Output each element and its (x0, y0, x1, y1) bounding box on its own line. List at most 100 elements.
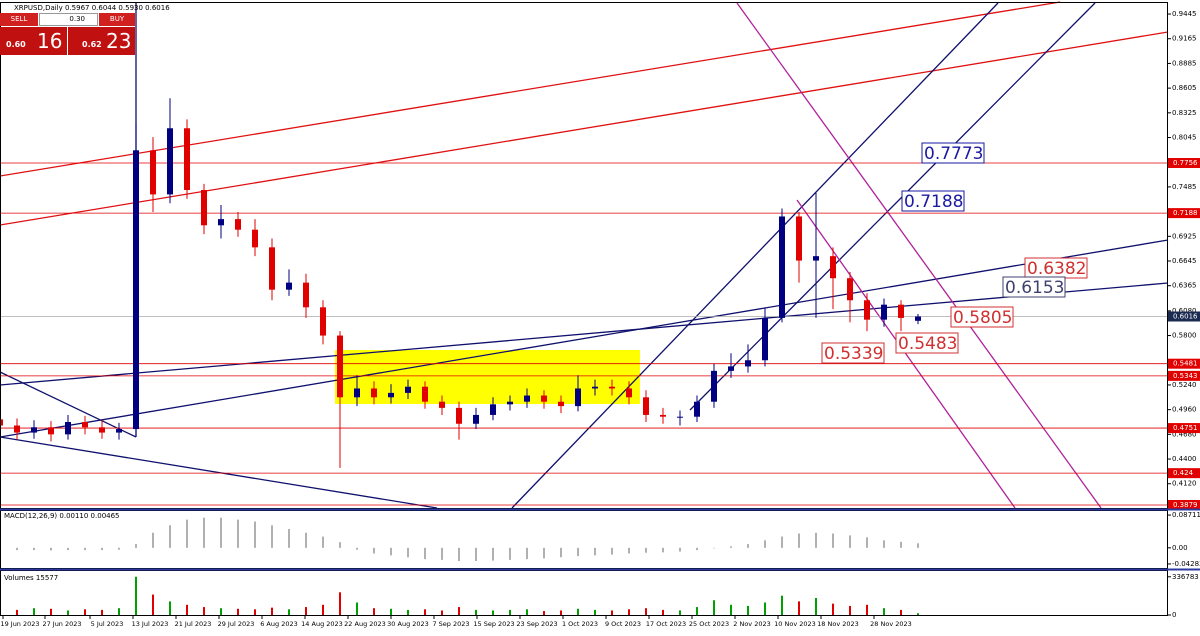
level-label: 0.7188 (1173, 209, 1198, 217)
x-tick-label: 10 Nov 2023 (774, 620, 816, 628)
candle-body (796, 216, 802, 261)
candle-body (201, 190, 207, 226)
macd-bar (628, 547, 630, 554)
y-tick-label: 0.9165 (1172, 35, 1197, 43)
range-box (335, 350, 640, 404)
x-tick-label: 18 Nov 2023 (817, 620, 859, 628)
volume-bar (356, 602, 358, 615)
candle-body (762, 317, 768, 361)
y-tick-label: 0.8045 (1172, 134, 1197, 142)
candle-body (269, 247, 275, 290)
y-tick-label: 0.4960 (1172, 406, 1197, 414)
volume-bar (407, 609, 409, 615)
y-tick-label: 0.7485 (1172, 183, 1197, 191)
candle-body (881, 304, 887, 320)
macd-title: MACD(12,26,9) 0.00110 0.00465 (4, 512, 120, 520)
sell-price[interactable]: 0.60 16 (0, 27, 67, 55)
macd-bar (526, 547, 528, 560)
trend-line (0, 31, 1169, 226)
price-annotation: 0.5339 (824, 344, 883, 364)
y-tick-label: 336783 (1172, 573, 1199, 581)
candle-body (915, 316, 921, 321)
volume-bar (475, 609, 477, 615)
buy-button[interactable]: BUY (99, 13, 135, 26)
macd-bar (203, 517, 205, 548)
candle-body (82, 421, 88, 428)
volume-bar (186, 604, 188, 615)
candle-body (337, 335, 343, 398)
level-tag (1168, 208, 1200, 219)
x-tick-label: 28 Nov 2023 (870, 620, 912, 628)
macd-bar (594, 547, 596, 556)
macd-bar (883, 540, 885, 548)
volume-bar (730, 604, 732, 615)
volume-bar (424, 609, 426, 615)
x-tick-label: 30 Aug 2023 (387, 620, 429, 628)
price-annotation-box (895, 332, 959, 354)
x-tick-label: 1 Oct 2023 (562, 620, 598, 628)
level-tag (1168, 500, 1200, 511)
volume-bar (883, 608, 885, 615)
x-tick-label: 19 Jun 2023 (0, 620, 39, 628)
trend-line (0, 1, 1061, 177)
y-tick-label: 0.6645 (1172, 257, 1197, 265)
candle-body (65, 421, 71, 435)
volume-bar (594, 609, 596, 615)
price-small: 0.62 (82, 40, 102, 49)
macd-bar (169, 525, 171, 548)
volume-bar (713, 600, 715, 615)
candle-body (507, 401, 513, 405)
candle-body (677, 416, 683, 418)
macd-bar (730, 546, 732, 548)
macd-bar (407, 547, 409, 558)
price-annotation-box (950, 306, 1014, 328)
trend-line (0, 436, 438, 509)
volume-bar (747, 605, 749, 615)
level-label: 0.424 (1173, 469, 1194, 477)
candle-body (745, 360, 751, 367)
volume-bar (611, 610, 613, 615)
candle-body (388, 392, 394, 398)
volume-bar (254, 609, 256, 615)
price-annotation-box (901, 190, 965, 212)
trend-line (689, 2, 1096, 411)
volume-bar (917, 613, 919, 615)
volume-bar (67, 610, 69, 615)
candle-body (575, 388, 581, 407)
macd-bar (220, 517, 222, 548)
macd-bar (917, 543, 919, 548)
level-tag (1168, 370, 1200, 381)
candle-body (643, 397, 649, 415)
candle-body (218, 219, 224, 226)
y-tick-label: 0.08711 (1172, 511, 1200, 519)
candle-body (626, 388, 632, 398)
y-tick-label: 0.8325 (1172, 109, 1197, 117)
candle-body (813, 256, 819, 261)
candle-body (456, 407, 462, 424)
candle-body (320, 307, 326, 336)
sell-button[interactable]: SELL (0, 13, 38, 26)
macd-bar (747, 544, 749, 548)
x-tick-label: 13 Jul 2023 (132, 620, 169, 628)
volume-bar (305, 607, 307, 615)
frames (0, 2, 1200, 616)
x-tick-label: 29 Jul 2023 (218, 620, 255, 628)
y-tick-label: 0.6365 (1172, 282, 1197, 290)
price-annotation: 0.7773 (924, 144, 983, 164)
buy-price[interactable]: 0.62 23 (68, 27, 135, 55)
y-tick-label: 0.4120 (1172, 480, 1197, 488)
lot-input[interactable]: 0.30 (39, 13, 98, 26)
candle-body (150, 150, 156, 195)
price-big: 23 (106, 29, 132, 53)
macd-bar (322, 536, 324, 548)
macd-bar (849, 535, 851, 548)
y-tick-label: 0.5240 (1172, 381, 1197, 389)
macd-bar (373, 547, 375, 554)
macd-bar (186, 519, 188, 548)
macd-bar (356, 547, 358, 550)
macd-bar (33, 547, 35, 551)
volume-bar (237, 608, 239, 615)
trend-line (511, 2, 999, 509)
candle-body (286, 282, 292, 290)
volume-bar (271, 607, 273, 615)
